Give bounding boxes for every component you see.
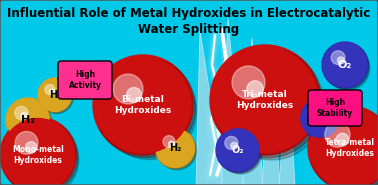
Circle shape bbox=[156, 129, 194, 167]
Circle shape bbox=[38, 78, 72, 112]
Circle shape bbox=[6, 124, 79, 185]
Circle shape bbox=[15, 106, 28, 120]
Circle shape bbox=[113, 74, 143, 104]
Circle shape bbox=[313, 111, 319, 117]
Circle shape bbox=[210, 45, 320, 155]
Circle shape bbox=[315, 114, 378, 185]
Circle shape bbox=[50, 89, 54, 94]
FancyBboxPatch shape bbox=[58, 61, 112, 99]
Circle shape bbox=[336, 133, 349, 146]
Circle shape bbox=[220, 132, 262, 174]
Circle shape bbox=[323, 43, 367, 87]
Circle shape bbox=[6, 98, 50, 142]
Circle shape bbox=[96, 58, 195, 157]
Text: Mono-metal
Hydroxides: Mono-metal Hydroxides bbox=[12, 145, 64, 165]
Text: H₂: H₂ bbox=[169, 143, 181, 153]
Circle shape bbox=[325, 122, 350, 147]
Circle shape bbox=[231, 142, 237, 149]
FancyBboxPatch shape bbox=[308, 90, 362, 126]
Circle shape bbox=[95, 57, 191, 153]
Text: H₂: H₂ bbox=[49, 90, 61, 100]
Circle shape bbox=[247, 81, 263, 97]
Circle shape bbox=[41, 81, 73, 114]
Circle shape bbox=[213, 48, 323, 158]
Circle shape bbox=[300, 98, 340, 138]
Circle shape bbox=[0, 117, 76, 185]
Circle shape bbox=[225, 136, 238, 149]
Circle shape bbox=[232, 66, 265, 99]
Text: Tri-metal
Hydroxides: Tri-metal Hydroxides bbox=[236, 90, 294, 110]
Circle shape bbox=[158, 132, 197, 170]
Circle shape bbox=[301, 99, 341, 139]
Circle shape bbox=[21, 112, 27, 119]
Text: O₂: O₂ bbox=[338, 60, 352, 70]
Circle shape bbox=[217, 129, 259, 171]
Circle shape bbox=[2, 119, 78, 185]
Circle shape bbox=[323, 43, 369, 89]
Circle shape bbox=[331, 51, 345, 65]
Circle shape bbox=[156, 129, 196, 169]
Circle shape bbox=[212, 47, 318, 153]
Circle shape bbox=[163, 136, 175, 148]
Circle shape bbox=[169, 141, 174, 147]
Circle shape bbox=[45, 85, 55, 95]
Text: O₂: O₂ bbox=[314, 113, 326, 123]
Circle shape bbox=[338, 57, 344, 64]
Circle shape bbox=[217, 129, 261, 173]
Circle shape bbox=[219, 56, 324, 160]
Polygon shape bbox=[262, 55, 280, 185]
Circle shape bbox=[39, 79, 71, 111]
Circle shape bbox=[301, 99, 339, 137]
Polygon shape bbox=[279, 68, 295, 185]
Circle shape bbox=[304, 102, 341, 140]
Text: High
Stability: High Stability bbox=[317, 98, 353, 118]
Text: Tetra-metal
Hydroxides: Tetra-metal Hydroxides bbox=[325, 138, 375, 158]
Polygon shape bbox=[196, 30, 224, 185]
Polygon shape bbox=[243, 38, 263, 185]
Circle shape bbox=[2, 119, 74, 185]
Text: H₂: H₂ bbox=[21, 115, 35, 125]
Circle shape bbox=[7, 99, 49, 141]
Circle shape bbox=[310, 108, 378, 185]
Circle shape bbox=[322, 42, 368, 88]
Polygon shape bbox=[221, 18, 243, 185]
Circle shape bbox=[310, 108, 378, 185]
Circle shape bbox=[308, 106, 320, 118]
Circle shape bbox=[10, 102, 51, 144]
Circle shape bbox=[7, 99, 51, 143]
Circle shape bbox=[15, 131, 38, 154]
Text: O₂: O₂ bbox=[232, 145, 244, 155]
Circle shape bbox=[127, 88, 141, 102]
Text: High
Activity: High Activity bbox=[68, 70, 102, 90]
Circle shape bbox=[102, 65, 197, 159]
Circle shape bbox=[93, 55, 193, 155]
Circle shape bbox=[25, 142, 37, 153]
Circle shape bbox=[216, 128, 260, 172]
Text: Bi-metal
Hydroxides: Bi-metal Hydroxides bbox=[115, 95, 172, 115]
Circle shape bbox=[39, 79, 73, 113]
Circle shape bbox=[308, 106, 378, 185]
Text: Influential Role of Metal Hydroxides in Electrocatalytic
Water Splitting: Influential Role of Metal Hydroxides in … bbox=[8, 8, 370, 36]
Circle shape bbox=[326, 46, 370, 90]
Circle shape bbox=[155, 128, 195, 168]
